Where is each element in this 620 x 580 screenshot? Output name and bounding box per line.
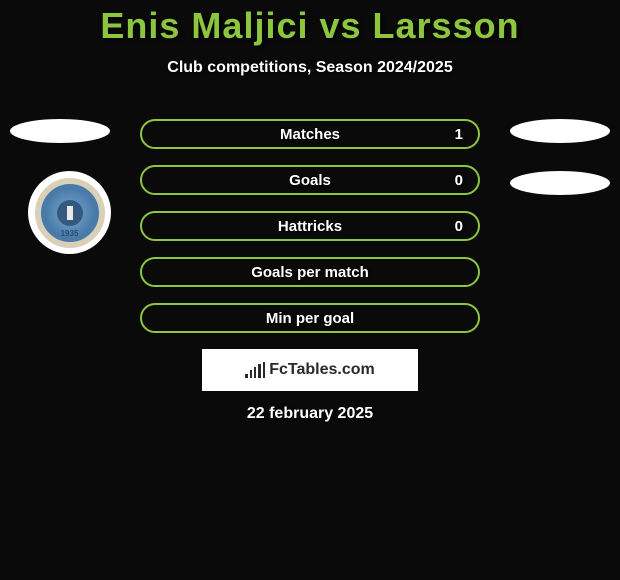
date-text: 22 february 2025 — [0, 405, 620, 423]
player-photo-left-placeholder — [10, 119, 110, 143]
stat-row-goals-per-match: Goals per match — [140, 257, 480, 287]
stat-value: 0 — [455, 172, 463, 189]
main-container: Enis Maljici vs Larsson Club competition… — [0, 0, 620, 423]
lighthouse-icon — [67, 206, 73, 220]
stat-value: 1 — [455, 126, 463, 143]
stat-row-hattricks: Hattricks 0 — [140, 211, 480, 241]
season-subtitle: Club competitions, Season 2024/2025 — [0, 59, 620, 77]
club-badge-inner: 1935 — [35, 178, 105, 248]
branding-logo-box: FcTables.com — [202, 349, 418, 391]
stat-label: Min per goal — [266, 310, 354, 327]
logo-text: FcTables.com — [269, 361, 375, 379]
stat-label: Goals per match — [251, 264, 369, 281]
badge-year: 1935 — [61, 229, 79, 238]
content-area: 1935 Matches 1 Goals 0 Hattricks 0 Goals… — [0, 119, 620, 423]
stat-label: Goals — [289, 172, 331, 189]
logo-content: FcTables.com — [245, 361, 375, 379]
club-badge-right-placeholder — [510, 171, 610, 195]
stat-row-matches: Matches 1 — [140, 119, 480, 149]
club-badge-left: 1935 — [28, 171, 111, 254]
bar-chart-icon — [245, 362, 265, 378]
stat-label: Matches — [280, 126, 340, 143]
badge-center-icon — [57, 200, 83, 226]
player-photo-right-placeholder — [510, 119, 610, 143]
stat-row-min-per-goal: Min per goal — [140, 303, 480, 333]
stat-value: 0 — [455, 218, 463, 235]
stats-column: Matches 1 Goals 0 Hattricks 0 Goals per … — [140, 119, 480, 333]
stat-row-goals: Goals 0 — [140, 165, 480, 195]
stat-label: Hattricks — [278, 218, 342, 235]
comparison-title: Enis Maljici vs Larsson — [0, 5, 620, 47]
